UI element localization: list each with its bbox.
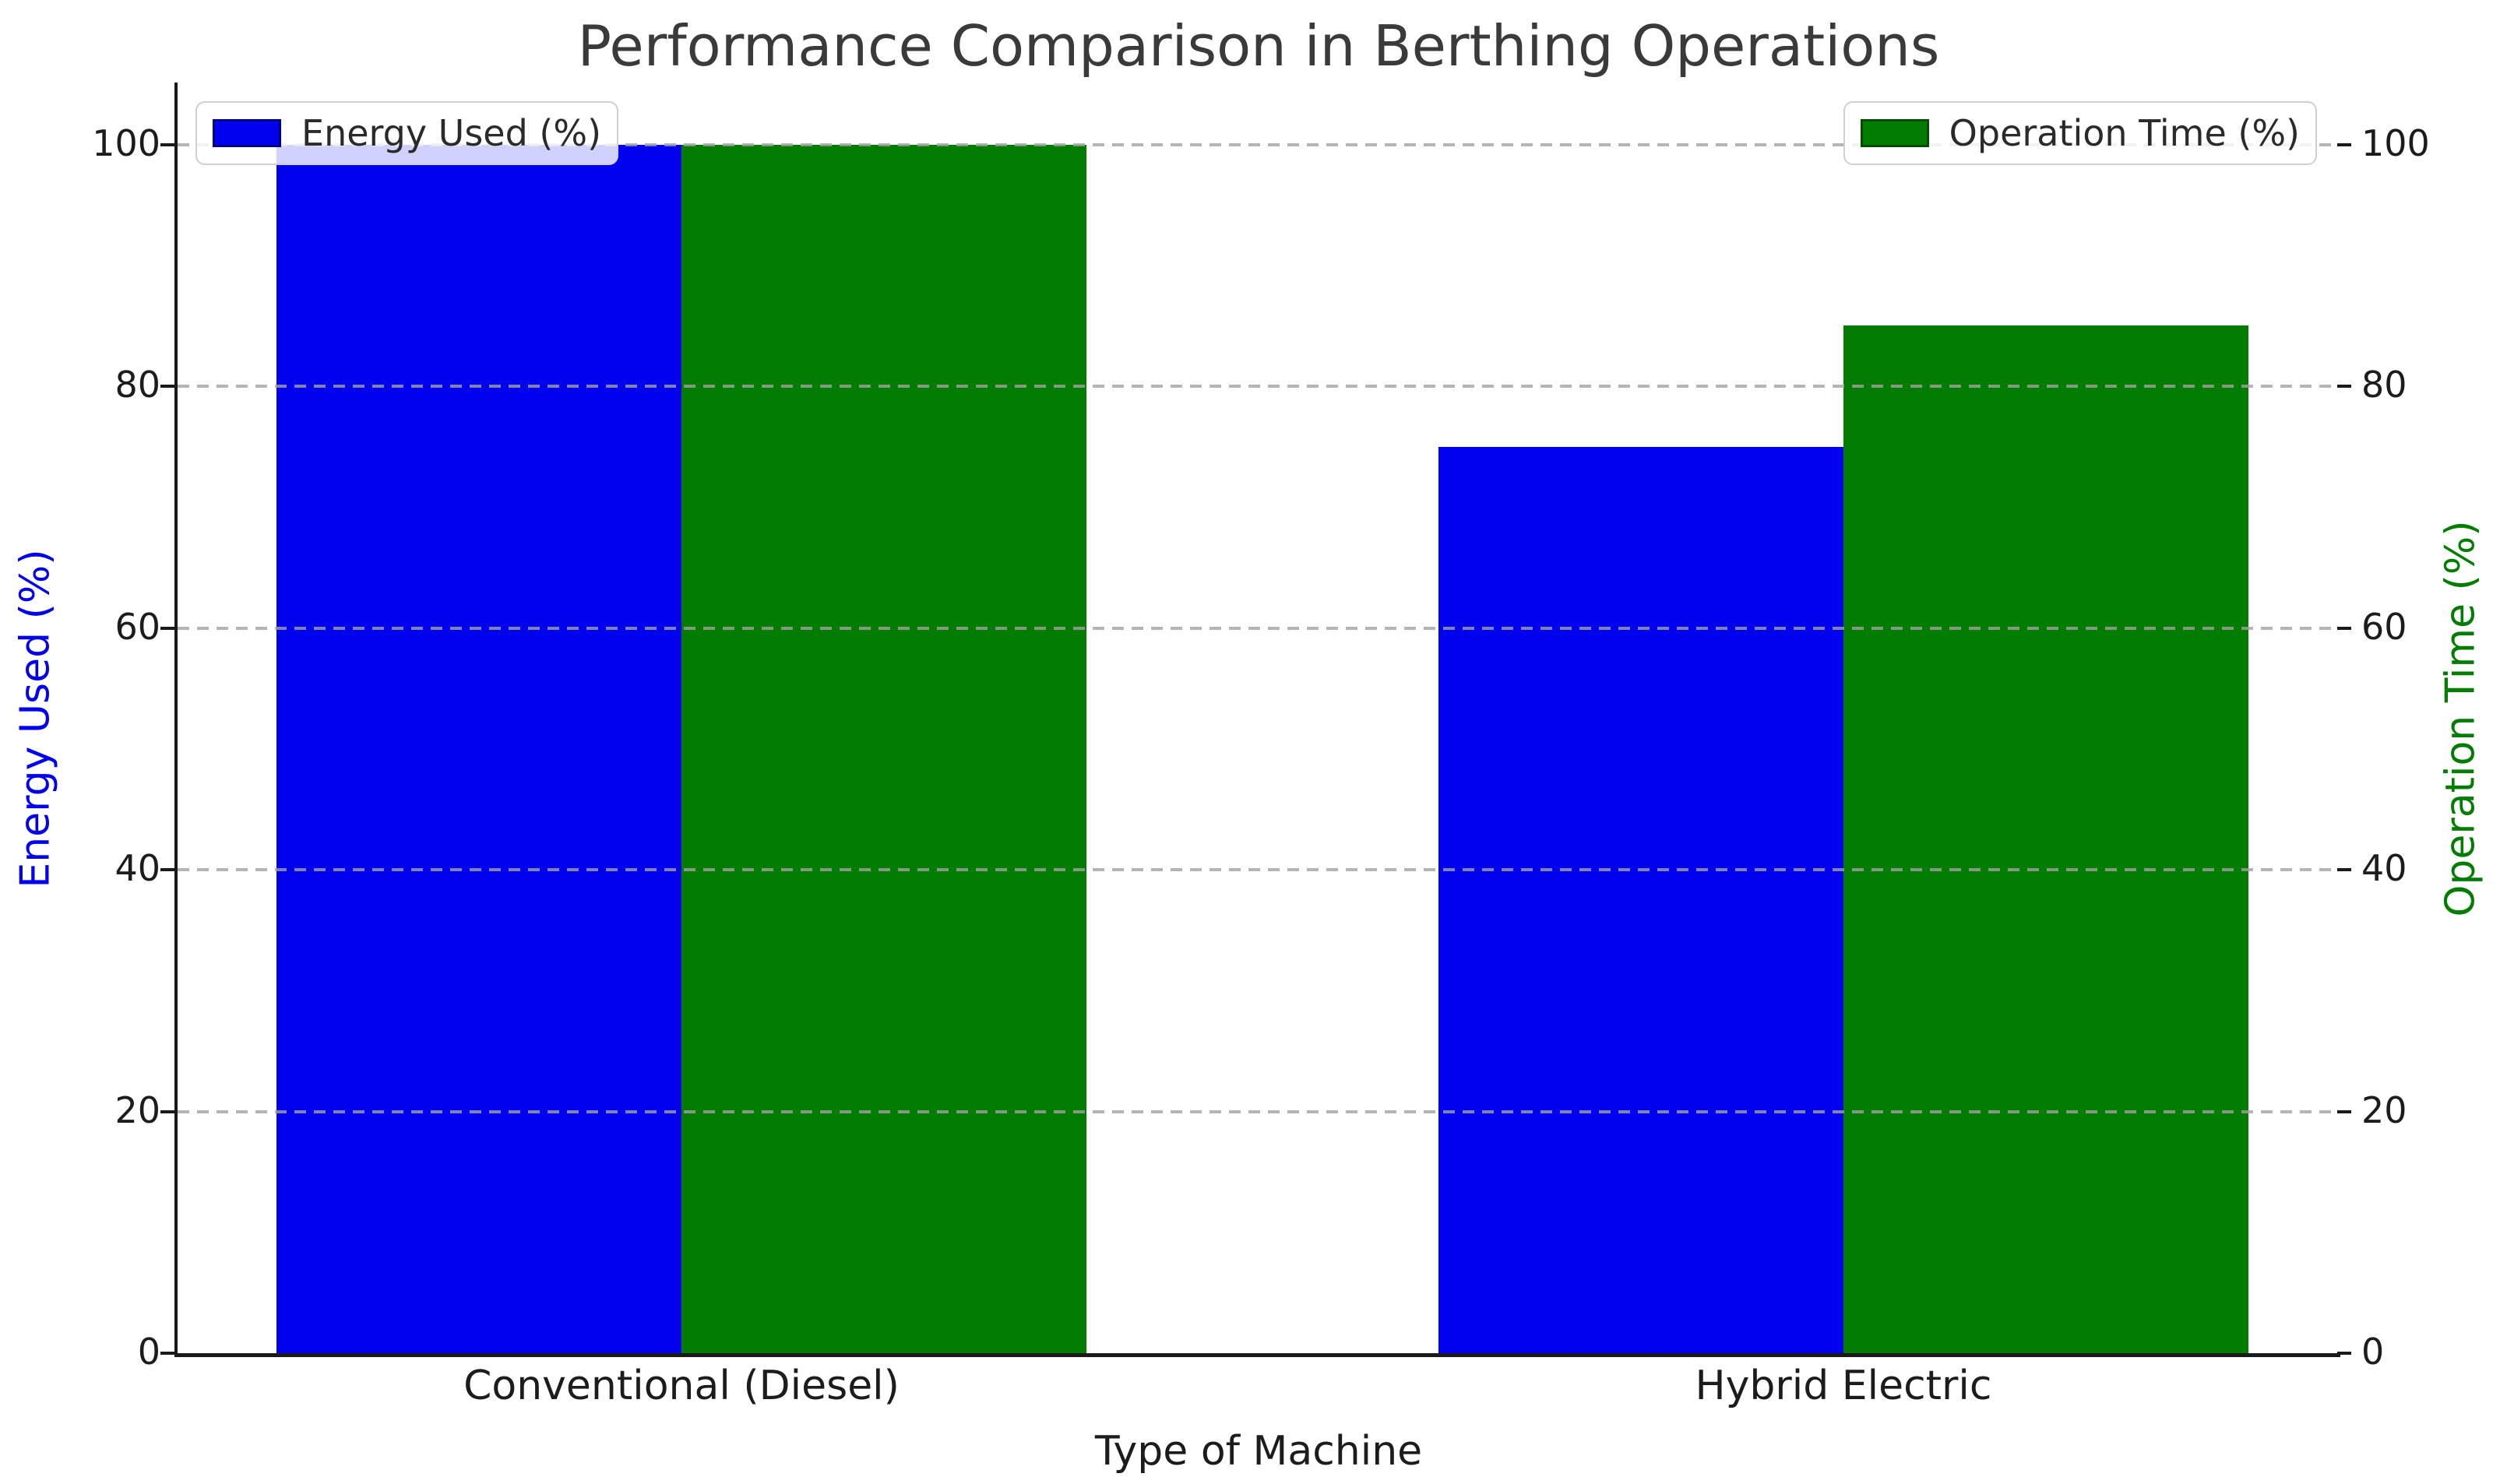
x-axis-title: Type of Machine bbox=[1094, 1428, 1423, 1475]
right-y-tick-label-60: 60 bbox=[2361, 606, 2407, 648]
bar-operation-1[interactable] bbox=[681, 145, 1086, 1353]
x-tick-label-2: Hybrid Electric bbox=[1695, 1363, 1992, 1409]
gridline-y-80 bbox=[178, 385, 2339, 388]
energy-used-swatch-icon bbox=[213, 119, 281, 147]
legend-operation-time[interactable]: Operation Time (%) bbox=[1843, 101, 2317, 165]
bar-energy-1[interactable] bbox=[276, 145, 681, 1353]
right-y-tick-label-20: 20 bbox=[2361, 1089, 2407, 1131]
chart-title: Performance Comparison in Berthing Opera… bbox=[577, 13, 1940, 79]
left-y-tick-label-100: 100 bbox=[92, 122, 160, 164]
gridline-y-40 bbox=[178, 868, 2339, 871]
right-y-tick-mark-100 bbox=[2337, 143, 2351, 146]
right-y-tick-label-40: 40 bbox=[2361, 847, 2407, 889]
left-y-tick-mark-80 bbox=[160, 385, 174, 388]
right-y-tick-mark-40 bbox=[2337, 868, 2351, 871]
left-y-tick-mark-0 bbox=[160, 1352, 174, 1355]
left-y-tick-mark-40 bbox=[160, 868, 174, 871]
right-y-axis-title: Operation Time (%) bbox=[2437, 520, 2484, 917]
left-y-tick-label-40: 40 bbox=[114, 847, 160, 889]
left-y-axis-title: Energy Used (%) bbox=[12, 549, 59, 888]
right-y-tick-mark-0 bbox=[2337, 1352, 2351, 1355]
right-y-tick-mark-60 bbox=[2337, 627, 2351, 630]
right-y-tick-mark-80 bbox=[2337, 385, 2351, 388]
plot-area bbox=[178, 84, 2339, 1353]
operation-time-legend-label: Operation Time (%) bbox=[1949, 111, 2300, 154]
legend-energy-used[interactable]: Energy Used (%) bbox=[195, 101, 619, 165]
right-y-tick-mark-20 bbox=[2337, 1110, 2351, 1113]
left-y-tick-label-20: 20 bbox=[114, 1089, 160, 1131]
left-y-tick-mark-60 bbox=[160, 627, 174, 630]
gridline-y-60 bbox=[178, 627, 2339, 630]
gridline-y-100 bbox=[178, 143, 2339, 146]
bar-energy-2[interactable] bbox=[1438, 447, 1843, 1353]
right-y-tick-label-100: 100 bbox=[2361, 122, 2430, 164]
left-y-tick-label-80: 80 bbox=[114, 364, 160, 406]
gridline-y-20 bbox=[178, 1110, 2339, 1113]
bar-operation-2[interactable] bbox=[1843, 325, 2248, 1353]
right-y-tick-label-80: 80 bbox=[2361, 364, 2407, 406]
left-y-tick-mark-100 bbox=[160, 143, 174, 146]
bottom-axis-spine bbox=[174, 1353, 2340, 1357]
right-y-tick-label-0: 0 bbox=[2361, 1331, 2385, 1373]
left-y-tick-label-0: 0 bbox=[137, 1331, 160, 1373]
left-y-tick-mark-20 bbox=[160, 1110, 174, 1113]
x-tick-label-1: Conventional (Diesel) bbox=[463, 1363, 900, 1409]
energy-used-legend-label: Energy Used (%) bbox=[301, 111, 602, 154]
left-y-tick-label-60: 60 bbox=[114, 606, 160, 648]
left-axis-spine bbox=[174, 83, 178, 1356]
operation-time-swatch-icon bbox=[1860, 119, 1929, 147]
